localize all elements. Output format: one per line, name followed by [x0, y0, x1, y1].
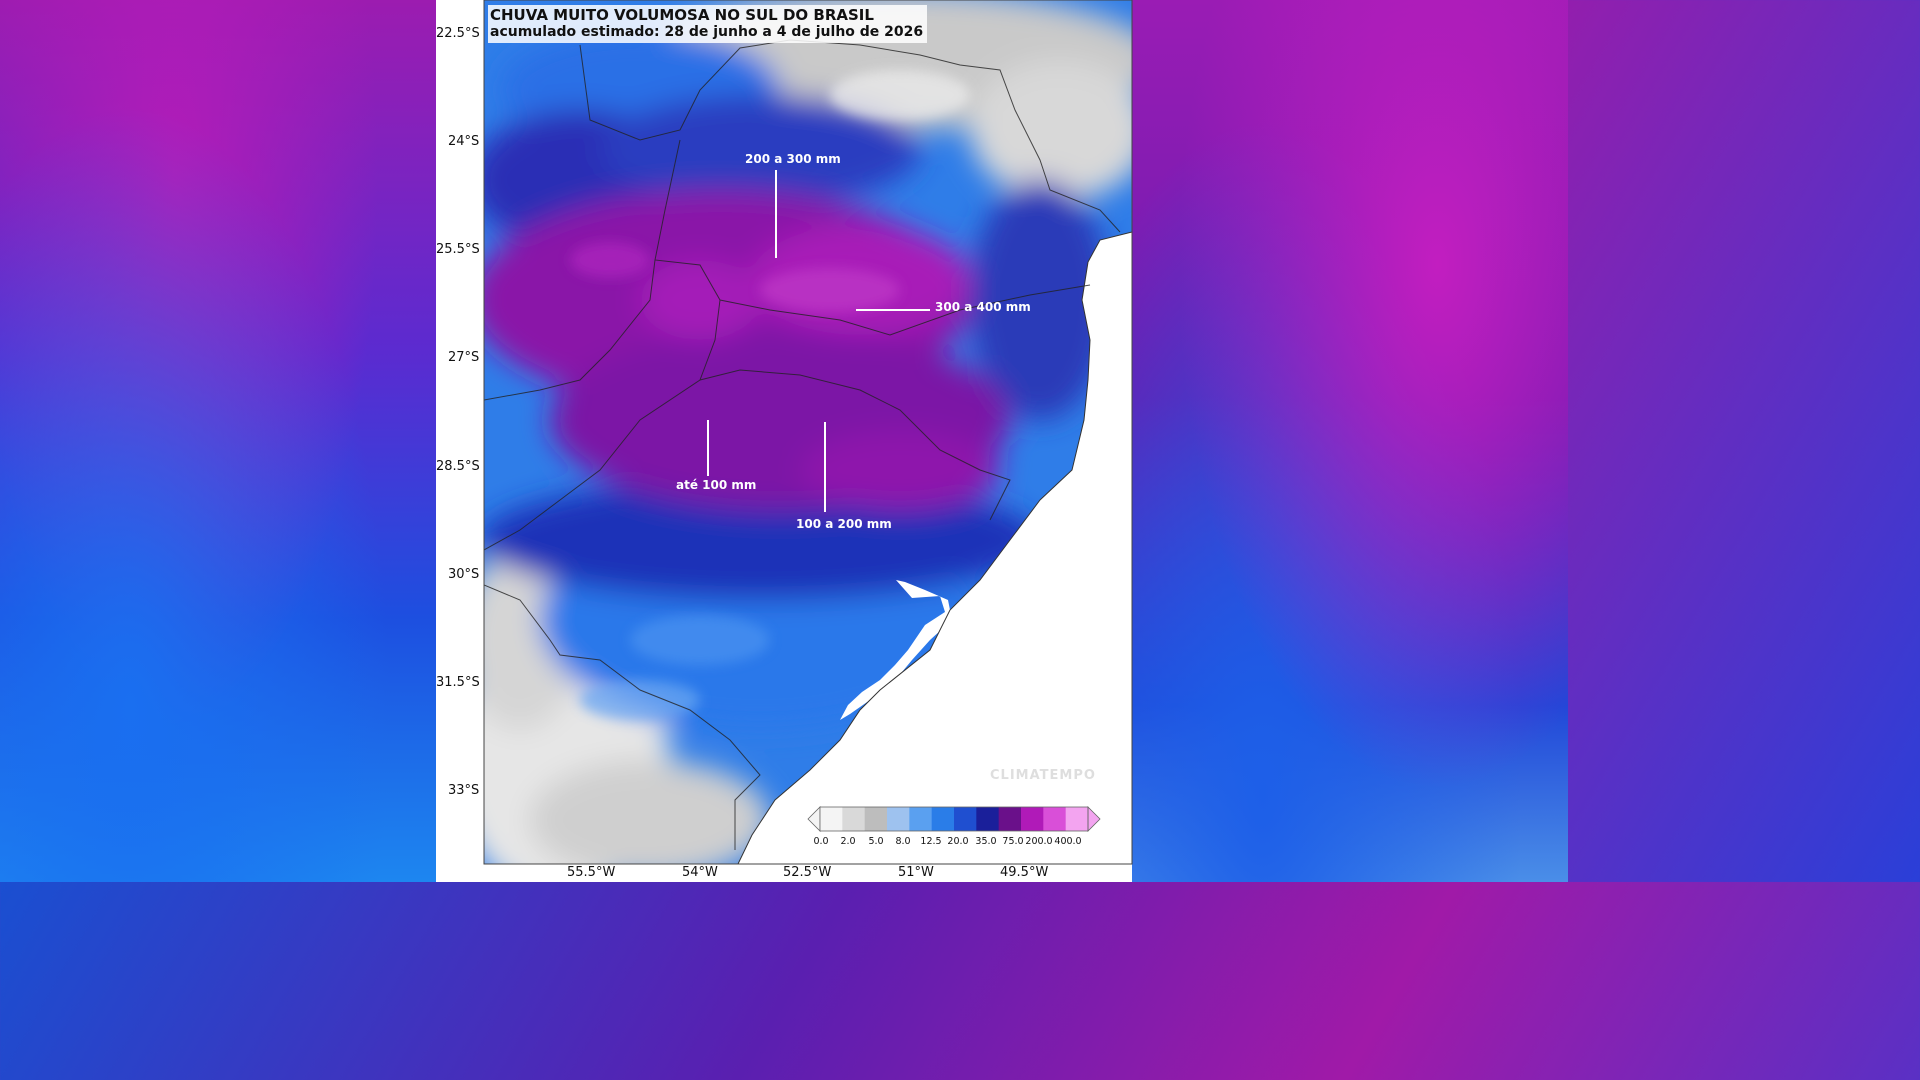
annotation-100-200: 100 a 200 mm [796, 517, 892, 531]
plot-frame [483, 0, 1133, 865]
lon-label: 54°W [682, 865, 718, 880]
map-title-box: CHUVA MUITO VOLUMOSA NO SUL DO BRASIL ac… [488, 5, 928, 43]
colorbar-frame [819, 806, 1089, 832]
legend-tick: 200.0 [1025, 836, 1053, 847]
colorbar-cell [820, 807, 843, 831]
colorbar-left-arrow [807, 806, 821, 832]
map-title: CHUVA MUITO VOLUMOSA NO SUL DO BRASIL [490, 6, 874, 24]
colorbar-cell [842, 807, 866, 831]
lagoon-water [840, 580, 952, 720]
state-borders [484, 39, 1121, 850]
annotation-ate-100: até 100 mm [676, 478, 757, 492]
background-left [0, 0, 436, 882]
legend-tick: 5.0 [868, 836, 884, 847]
annotation-300-400: 300 a 400 mm [935, 300, 1031, 314]
legend-tick: 0.0 [813, 836, 829, 847]
legend-tick: 35.0 [975, 836, 997, 847]
colorbar-cell [931, 807, 955, 831]
annotation-lines [707, 170, 930, 512]
legend-tick: 12.5 [920, 836, 942, 847]
annotation-200-300: 200 a 300 mm [745, 152, 841, 166]
colorbar-cell [1021, 807, 1044, 831]
colorbar-cell [976, 807, 1000, 831]
lon-label: 49.5°W [1000, 865, 1049, 880]
background-right [1132, 0, 1568, 882]
coastline [737, 231, 1132, 864]
colorbar-cell [998, 807, 1022, 831]
lat-label: 30°S [448, 567, 480, 582]
colorbar-right-arrow [1087, 806, 1101, 832]
lon-label: 51°W [898, 865, 934, 880]
map-subtitle: acumulado estimado: 28 de junho a 4 de j… [490, 24, 924, 40]
lat-label: 31.5°S [436, 675, 480, 690]
lat-label: 25.5°S [436, 242, 480, 257]
colorbar-cell [1065, 807, 1089, 831]
colorbar-cell [909, 807, 933, 831]
rainfall-field [484, 0, 1132, 864]
map-plot-area [484, 0, 1132, 864]
island-water [1090, 392, 1106, 416]
colorbar-cell [1043, 807, 1067, 831]
colorbar-cell [887, 807, 910, 831]
precipitation-map [483, 0, 1133, 865]
colorbar-cell [954, 807, 977, 831]
lat-label: 22.5°S [436, 26, 480, 41]
legend-tick: 2.0 [840, 836, 856, 847]
legend-colorbar [807, 806, 1101, 832]
lat-label: 24°S [448, 134, 480, 149]
legend-tick: 20.0 [947, 836, 969, 847]
legend-tick: 8.0 [895, 836, 911, 847]
lon-label: 52.5°W [783, 865, 832, 880]
lat-label: 28.5°S [436, 459, 480, 474]
colorbar-cell [864, 807, 888, 831]
watermark-logo: CLIMATEMPO [990, 768, 1096, 783]
legend-tick: 75.0 [1002, 836, 1024, 847]
legend-tick: 400.0 [1054, 836, 1082, 847]
lat-label: 27°S [448, 350, 480, 365]
lon-label: 55.5°W [567, 865, 616, 880]
lat-label: 33°S [448, 783, 480, 798]
